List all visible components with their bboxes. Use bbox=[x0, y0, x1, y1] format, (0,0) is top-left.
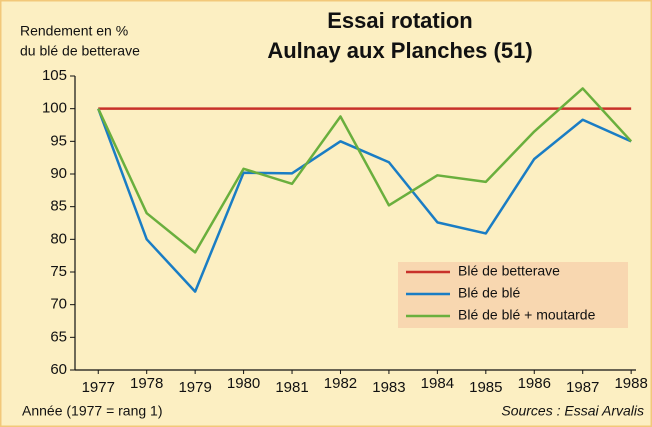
x-tick-label: 1985 bbox=[469, 379, 502, 396]
series-line bbox=[97, 87, 633, 254]
y-tick-label: 105 bbox=[42, 67, 67, 84]
x-axis-label: Année (1977 = rang 1) bbox=[22, 403, 163, 419]
x-tick-label: 1979 bbox=[178, 379, 211, 396]
y-tick-label: 60 bbox=[50, 361, 67, 378]
legend-label: Blé de blé bbox=[458, 285, 520, 301]
chart-title: Essai rotation bbox=[327, 8, 472, 33]
source: Sources : Essai Arvalis bbox=[501, 403, 644, 419]
legend-label: Blé de betterave bbox=[458, 263, 560, 279]
x-tick-label: 1987 bbox=[566, 379, 599, 396]
y-tick-label: 85 bbox=[50, 198, 67, 215]
x-tick-label: 1981 bbox=[275, 379, 308, 396]
y-tick-label: 90 bbox=[50, 165, 67, 182]
series-line bbox=[97, 108, 632, 293]
y-tick-label: 95 bbox=[50, 132, 67, 149]
y-tick-label: 80 bbox=[50, 230, 67, 247]
x-tick-label: 1986 bbox=[518, 375, 551, 392]
x-tick-label: 1983 bbox=[372, 379, 405, 396]
y-tick-label: 65 bbox=[50, 328, 67, 345]
y-tick-label: 70 bbox=[50, 296, 67, 313]
chart-title: Aulnay aux Planches (51) bbox=[267, 38, 532, 63]
y-tick-label: 75 bbox=[50, 263, 67, 280]
y-tick-label: 100 bbox=[42, 100, 67, 117]
x-tick-label: 1988 bbox=[614, 375, 647, 392]
x-tick-label: 1978 bbox=[130, 375, 163, 392]
x-tick-label: 1977 bbox=[82, 379, 115, 396]
x-tick-label: 1984 bbox=[421, 375, 454, 392]
x-tick-label: 1980 bbox=[227, 375, 260, 392]
y-axis-label: Rendement en % bbox=[20, 23, 128, 39]
y-axis-label: du blé de betterave bbox=[20, 43, 140, 59]
legend-label: Blé de blé + moutarde bbox=[458, 307, 596, 323]
x-tick-label: 1982 bbox=[324, 375, 357, 392]
